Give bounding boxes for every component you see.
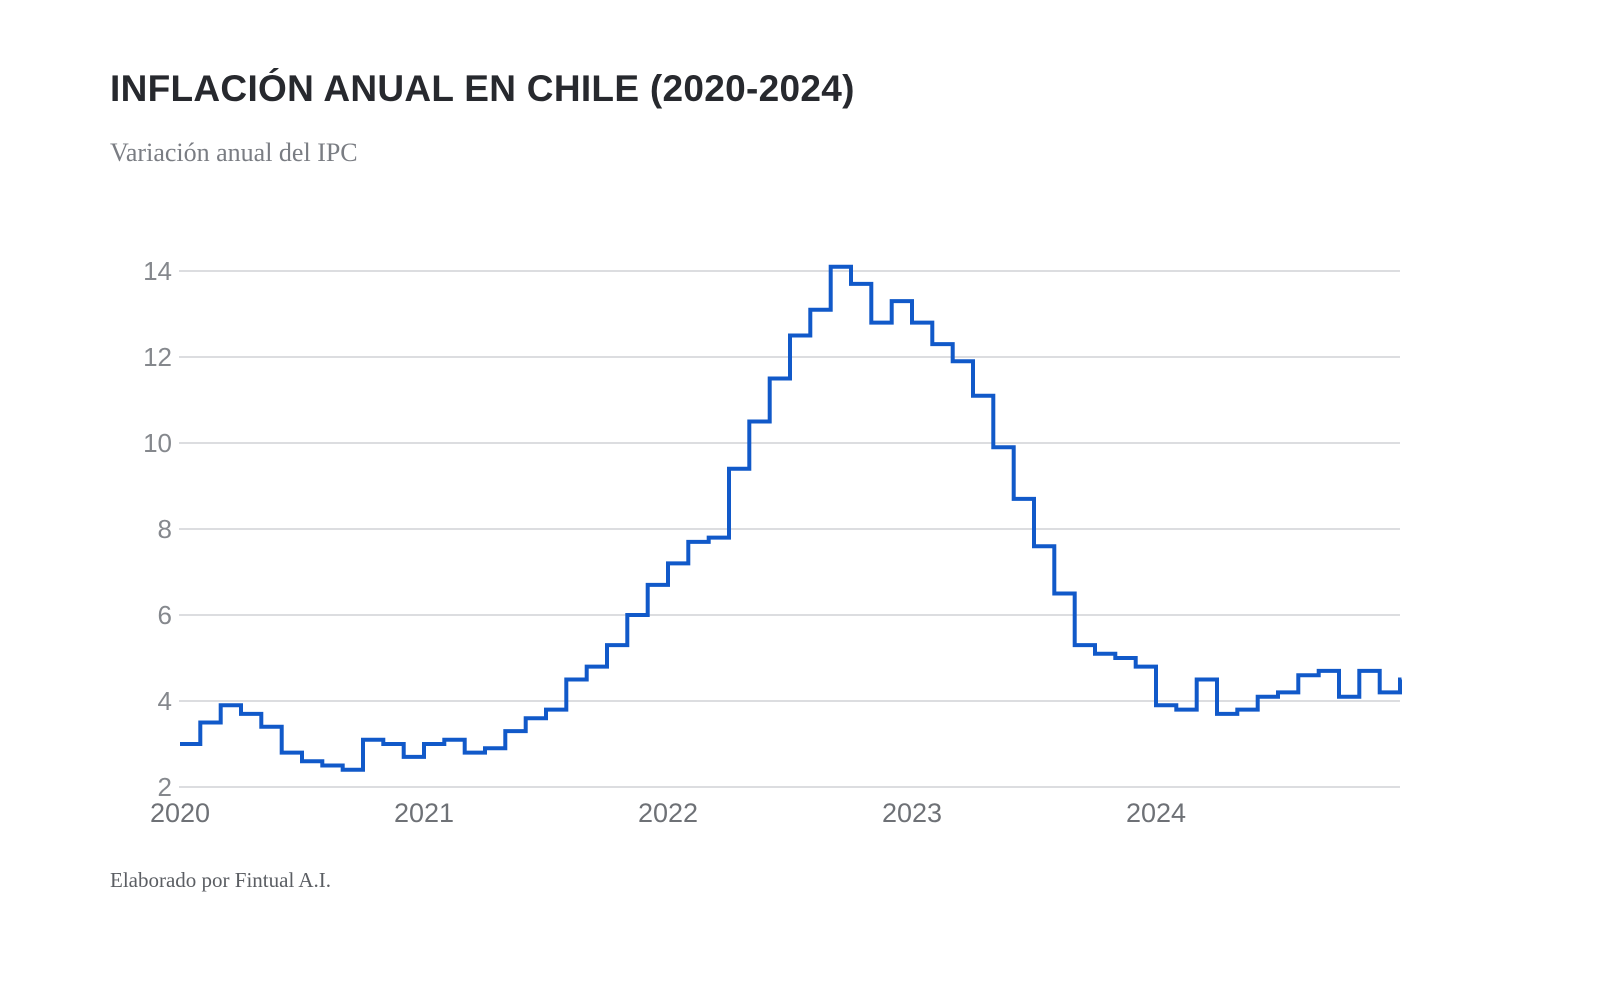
y-axis-tick-label: 10 <box>143 428 172 458</box>
y-axis-tick-label: 4 <box>158 686 172 716</box>
y-axis-tick-label: 2 <box>158 772 172 802</box>
chart-title: INFLACIÓN ANUAL EN CHILE (2020-2024) <box>110 68 855 109</box>
y-axis-tick-label: 12 <box>143 342 172 372</box>
inflation-step-line <box>180 264 1402 772</box>
x-axis-tick-label: 2021 <box>394 798 454 828</box>
x-axis-tick-label: 2024 <box>1126 798 1186 828</box>
y-axis-tick-label: 6 <box>158 600 172 630</box>
y-axis-tick-label: 8 <box>158 514 172 544</box>
chart-footer: Elaborado por Fintual A.I. <box>110 868 332 892</box>
x-axis-tick-label: 2020 <box>150 798 210 828</box>
x-axis-tick-label: 2022 <box>638 798 698 828</box>
x-axis-tick-label: 2023 <box>882 798 942 828</box>
y-axis-tick-label: 14 <box>143 256 172 286</box>
chart-subtitle: Variación anual del IPC <box>110 138 358 167</box>
